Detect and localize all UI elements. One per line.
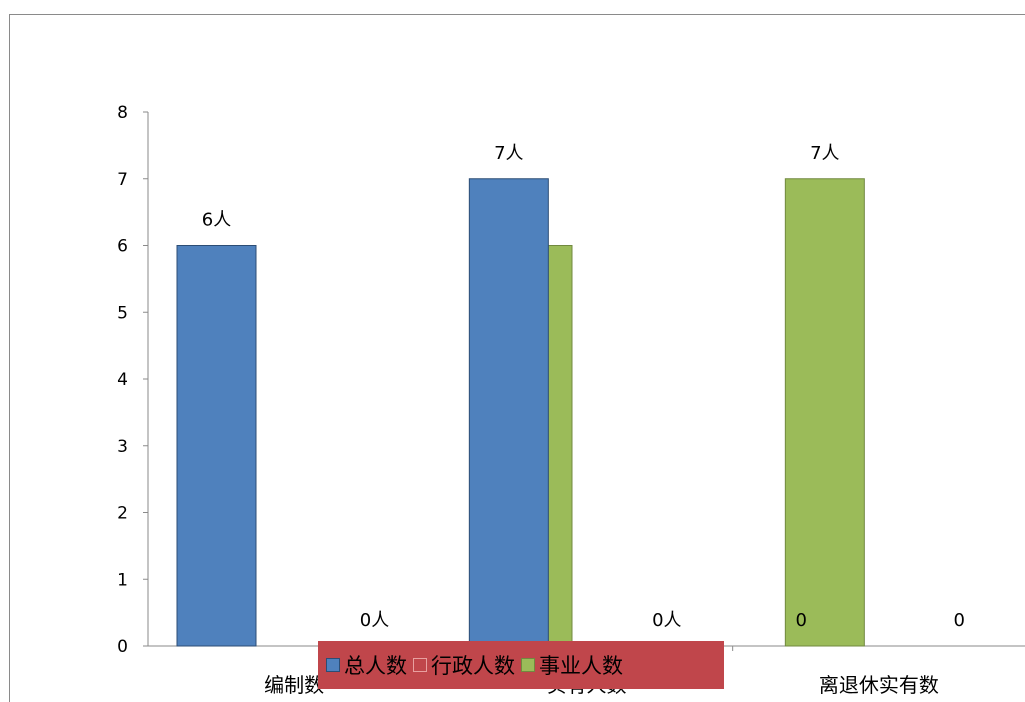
data-label: 0人 bbox=[652, 610, 681, 631]
bar bbox=[468, 178, 549, 647]
y-tick-label: 6 bbox=[117, 237, 128, 257]
y-tick-label: 4 bbox=[117, 370, 128, 390]
bar bbox=[176, 245, 257, 647]
y-tick-label: 0 bbox=[117, 637, 128, 657]
legend-item-total: 总人数 bbox=[326, 650, 407, 680]
category-label: 编制数 bbox=[264, 673, 324, 697]
legend-swatch-admin bbox=[413, 658, 427, 672]
y-tick-label: 5 bbox=[117, 303, 128, 323]
legend-swatch-institution bbox=[521, 658, 535, 672]
data-label: 7人 bbox=[494, 143, 523, 164]
data-label: 6人 bbox=[202, 210, 231, 231]
legend-label-total: 总人数 bbox=[344, 654, 407, 678]
y-tick-label: 2 bbox=[117, 504, 128, 524]
data-label: 7人 bbox=[810, 143, 839, 164]
legend-label-admin: 行政人数 bbox=[431, 654, 515, 678]
y-tick-label: 3 bbox=[117, 437, 128, 457]
legend: 总人数 行政人数 事业人数 bbox=[318, 641, 724, 689]
y-tick-label: 8 bbox=[117, 103, 128, 123]
data-label: 0 bbox=[953, 610, 964, 631]
data-label: 0 bbox=[795, 610, 806, 631]
legend-item-institution: 事业人数 bbox=[521, 650, 623, 680]
legend-swatch-total bbox=[326, 658, 340, 672]
data-label: 0人 bbox=[360, 610, 389, 631]
y-tick-label: 1 bbox=[117, 570, 128, 590]
category-label: 离退休实有数 bbox=[819, 673, 939, 697]
chart-frame bbox=[9, 14, 1025, 702]
y-tick-label: 7 bbox=[117, 170, 128, 190]
bar bbox=[784, 178, 865, 647]
legend-label-institution: 事业人数 bbox=[539, 654, 623, 678]
legend-item-admin: 行政人数 bbox=[413, 650, 515, 680]
